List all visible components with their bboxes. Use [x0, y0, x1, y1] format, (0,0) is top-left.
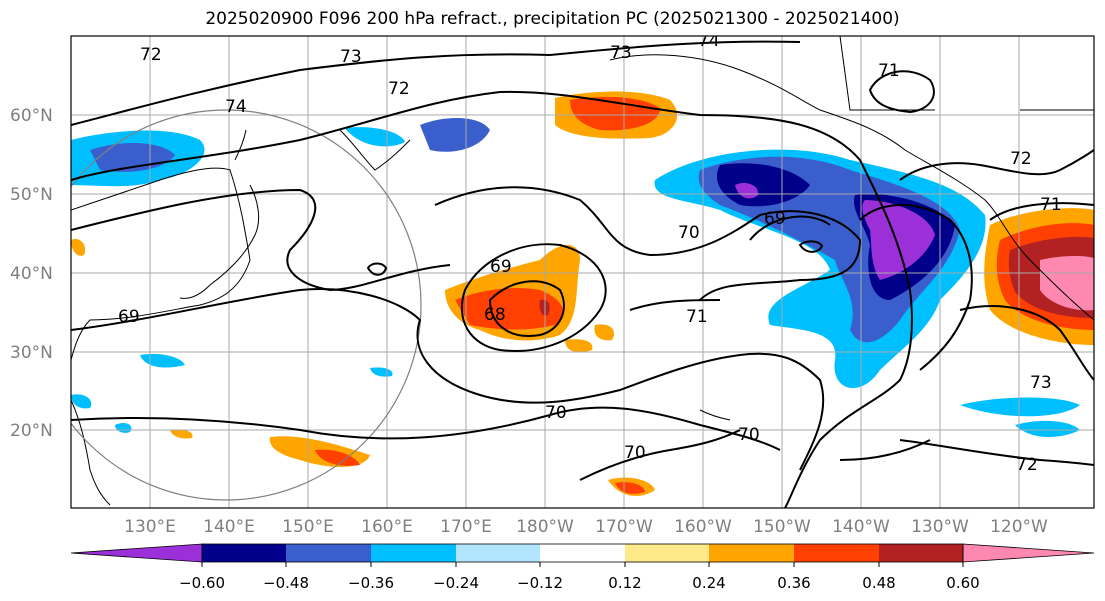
colorbar-segment	[371, 544, 456, 562]
colorbar-outline	[201, 543, 964, 563]
lon-label: 170°W	[595, 517, 653, 537]
colorbar-segment	[202, 544, 286, 562]
lon-label: 140°E	[203, 517, 255, 537]
colorbar-tick-label: 0.24	[692, 574, 725, 592]
colorbar-segment	[625, 544, 709, 562]
map-frame	[70, 35, 1095, 509]
lat-label: 30°N	[10, 343, 53, 363]
lat-label: 40°N	[10, 264, 53, 284]
contour-label: 74	[698, 31, 720, 51]
lat-labels: 60°N 50°N 40°N 30°N 20°N	[10, 106, 53, 441]
colorbar-segment	[70, 543, 203, 563]
contour-label: 72	[1010, 149, 1032, 169]
graticule	[71, 36, 1094, 508]
contour-label: 69	[764, 209, 786, 229]
contour-label: 71	[686, 307, 708, 327]
lon-label: 150°E	[282, 517, 334, 537]
colorbar-tick-label: 0.60	[946, 574, 979, 592]
colorbar-tick-label: −0.12	[517, 574, 563, 592]
colorbar-tick-label: 0.12	[608, 574, 641, 592]
contour-label: 72	[388, 79, 410, 99]
colorbar-segment	[540, 544, 625, 562]
colorbar	[70, 543, 1095, 563]
lat-label: 20°N	[10, 421, 53, 441]
lat-label: 50°N	[10, 185, 53, 205]
contour-label: 72	[140, 45, 162, 65]
contour-label: 69	[490, 257, 512, 277]
refractivity-contours	[71, 40, 1094, 508]
contour-label: 71	[878, 61, 900, 81]
contour-label: 71	[1040, 195, 1062, 215]
lon-label: 140°W	[832, 517, 890, 537]
colorbar-segment	[286, 544, 371, 562]
contour-label: 70	[624, 443, 646, 463]
contour-label: 69	[118, 307, 140, 327]
contour-label: 68	[484, 305, 506, 325]
plot-title: 2025020900 F096 200 hPa refract., precip…	[205, 9, 900, 29]
contour-label: 70	[545, 403, 567, 423]
contour-label: 70	[678, 223, 700, 243]
colorbar-segment	[456, 544, 540, 562]
contour-label-group: 73 73 74 71 72 74 72 72 71 70 69 70 69 6…	[118, 31, 1062, 475]
colorbar-tick-label: 0.36	[777, 574, 810, 592]
colorbar-ticks: −0.60 −0.48 −0.36 −0.24 −0.12 0.12 0.24 0.36 0.4…	[179, 562, 980, 592]
lon-label: 180°W	[516, 517, 574, 537]
lon-label: 150°W	[753, 517, 811, 537]
contour-label: 73	[610, 43, 632, 63]
precip-shading	[71, 91, 1094, 496]
contour-label: 72	[1016, 455, 1038, 475]
colorbar-segment	[709, 544, 794, 562]
lon-label: 170°E	[440, 517, 492, 537]
colorbar-tick-label: −0.24	[433, 574, 479, 592]
lon-label: 160°W	[674, 517, 732, 537]
lon-labels: 130°E 140°E 150°E 160°E 170°E 180°W 170°…	[124, 517, 1048, 537]
lon-label: 130°E	[124, 517, 176, 537]
contour-label: 70	[738, 425, 760, 445]
colorbar-segment	[879, 544, 963, 562]
colorbar-tick-label: −0.60	[179, 574, 225, 592]
colorbar-tick-label: −0.48	[263, 574, 309, 592]
colorbar-tick-label: −0.36	[348, 574, 394, 592]
lon-label: 160°E	[361, 517, 413, 537]
lon-label: 130°W	[911, 517, 969, 537]
coastlines	[71, 36, 1094, 506]
contour-label: 73	[340, 47, 362, 67]
lon-label: 120°W	[990, 517, 1048, 537]
colorbar-segment	[794, 544, 879, 562]
contour-label: 73	[1030, 373, 1052, 393]
colorbar-tick-label: 0.48	[862, 574, 895, 592]
lat-label: 60°N	[10, 106, 53, 126]
contour-label: 74	[225, 97, 247, 117]
colorbar-segment	[962, 543, 1095, 563]
range-ring	[71, 109, 422, 501]
